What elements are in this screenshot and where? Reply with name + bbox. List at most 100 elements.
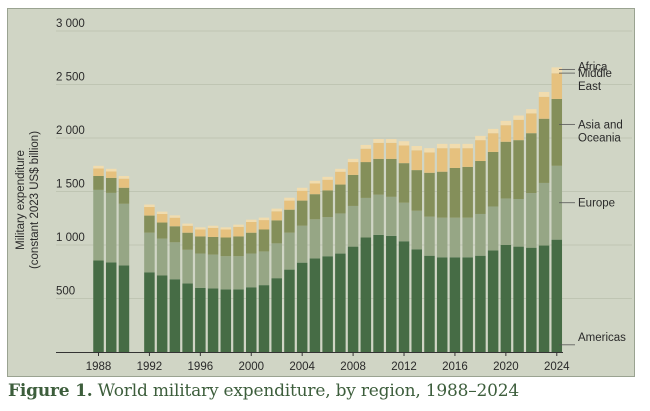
bar-segment-africa-1990 — [118, 175, 130, 179]
bar-segment-africa-2024 — [551, 67, 563, 74]
bar-segment-middle-east-1997 — [207, 227, 219, 237]
bar-segment-americas-2008 — [347, 246, 359, 352]
bar-segment-middle-east-2008 — [347, 162, 359, 175]
bar-segment-asia-and-oceania-1992 — [144, 215, 155, 233]
bar-segment-americas-2023 — [538, 245, 550, 352]
bar-segment-middle-east-2015 — [436, 148, 448, 172]
bar-segment-africa-1994 — [169, 215, 181, 218]
series-label-line: Africa — [578, 61, 608, 73]
bar-segment-americas-2014 — [424, 255, 435, 352]
bar-segment-middle-east-2006 — [322, 179, 333, 191]
bar-segment-europe-2023 — [538, 182, 550, 246]
bar-segment-middle-east-2004 — [296, 190, 308, 201]
y-tick-label: 2 500 — [56, 72, 85, 84]
bar-segment-middle-east-2011 — [386, 142, 397, 159]
bar-segment-americas-2018 — [475, 255, 486, 352]
bar-segment-europe-2009 — [360, 197, 372, 238]
bar-segment-europe-2007 — [335, 213, 346, 254]
y-tick-label: 3 000 — [56, 18, 85, 30]
bar-segment-middle-east-2013 — [411, 150, 422, 171]
bar-segment-americas-1998 — [220, 289, 232, 352]
bar-segment-middle-east-2014 — [424, 152, 435, 173]
bar-segment-americas-2005 — [309, 258, 321, 353]
bar-segment-europe-2017 — [462, 217, 473, 258]
figure-number: Figure 1. — [8, 381, 93, 401]
bar-segment-africa-2003 — [284, 197, 295, 201]
bar-segment-asia-and-oceania-2019 — [487, 151, 499, 207]
bar-segment-africa-1997 — [207, 225, 219, 228]
bar-segment-asia-and-oceania-2007 — [335, 184, 346, 214]
bar-segment-middle-east-2002 — [271, 211, 282, 221]
bar-segment-africa-2020 — [500, 120, 512, 126]
bar-segment-americas-1989 — [105, 262, 117, 352]
series-label-africa: Africa — [578, 61, 608, 73]
y-axis-title: Military expenditure (constant 2023 US$ … — [15, 131, 41, 269]
bar-segment-americas-2022 — [526, 247, 537, 352]
bar-segment-europe-2016 — [449, 217, 461, 258]
bar-segment-asia-and-oceania-2012 — [398, 163, 410, 203]
bar-segment-middle-east-2021 — [513, 119, 524, 141]
bar-segment-americas-2015 — [436, 257, 448, 352]
bar-segment-middle-east-1995 — [182, 225, 193, 233]
bar-segment-europe-2004 — [296, 225, 308, 263]
bar-segment-asia-and-oceania-2022 — [526, 133, 537, 194]
bar-segment-asia-and-oceania-2014 — [424, 172, 435, 217]
bar-segment-asia-and-oceania-2006 — [322, 190, 333, 218]
bar-segment-middle-east-2017 — [462, 148, 473, 167]
bar-segment-africa-1998 — [220, 227, 232, 230]
bar-segment-asia-and-oceania-1995 — [182, 232, 193, 250]
bar-segment-asia-and-oceania-2017 — [462, 166, 473, 218]
bar-segment-africa-2017 — [462, 143, 473, 149]
bar-segment-asia-and-oceania-2023 — [538, 118, 550, 183]
bar-segment-middle-east-1998 — [220, 229, 232, 238]
bar-segment-asia-and-oceania-1996 — [195, 236, 206, 254]
bar-segment-americas-1994 — [169, 279, 181, 352]
series-label-line: Middle — [578, 68, 612, 80]
bar-segment-europe-2003 — [284, 232, 295, 270]
series-label-americas: Americas — [578, 332, 626, 344]
bar-segment-europe-2015 — [436, 217, 448, 258]
bar-segment-middle-east-1992 — [144, 207, 155, 216]
series-label-asia-and-oceania: Asia and Oceania — [578, 119, 623, 144]
series-label-line: Americas — [578, 332, 626, 344]
bar-segment-asia-and-oceania-1990 — [118, 187, 130, 204]
bar-segment-middle-east-2019 — [487, 133, 499, 152]
bar-segment-europe-1995 — [182, 249, 193, 284]
bar-segment-americas-2010 — [373, 234, 384, 352]
y-axis-tick-labels: 500 1 000 1 500 2 000 2 500 3 000 — [56, 18, 85, 298]
bar-segment-europe-2011 — [386, 196, 397, 236]
bar-segment-africa-2005 — [309, 180, 321, 184]
bar-segment-americas-2000 — [246, 287, 257, 352]
x-tick-label: 2024 — [544, 361, 570, 373]
x-tick-label: 2004 — [289, 361, 315, 373]
bar-segment-africa-2001 — [258, 217, 270, 221]
bar-segment-middle-east-1996 — [195, 229, 206, 237]
bar-segment-europe-2000 — [246, 253, 257, 288]
bar-segment-europe-1990 — [118, 203, 130, 266]
x-tick-label: 1992 — [137, 361, 163, 373]
bar-segment-europe-2024 — [551, 165, 563, 240]
bar-segment-europe-2014 — [424, 216, 435, 256]
bar-segment-middle-east-2016 — [449, 148, 461, 168]
bar-segment-middle-east-2000 — [246, 222, 257, 233]
bar-segment-africa-2009 — [360, 144, 372, 149]
bar-segment-middle-east-2003 — [284, 200, 295, 210]
bar-segment-africa-2004 — [296, 187, 308, 191]
bar-segment-middle-east-2018 — [475, 140, 486, 162]
x-tick-label: 2016 — [442, 361, 468, 373]
bar-segment-americas-1992 — [144, 272, 155, 352]
bar-segment-europe-2012 — [398, 202, 410, 242]
bar-segment-americas-2004 — [296, 262, 308, 352]
bar-segment-africa-2013 — [411, 146, 422, 151]
figure-title: World military expenditure, by region, 1… — [92, 381, 520, 401]
y-tick-label: 500 — [56, 286, 75, 298]
bar-segment-africa-1992 — [144, 204, 155, 208]
bar-segment-americas-2016 — [449, 257, 461, 352]
bar-segment-europe-1992 — [144, 232, 155, 273]
x-tick-label: 2008 — [340, 361, 366, 373]
bar-segment-americas-2001 — [258, 285, 270, 353]
bar-segment-asia-and-oceania-2011 — [386, 158, 397, 197]
bar-segment-americas-1988 — [93, 260, 104, 352]
bar-segment-europe-2006 — [322, 217, 333, 257]
bar-segment-africa-2007 — [335, 168, 346, 172]
